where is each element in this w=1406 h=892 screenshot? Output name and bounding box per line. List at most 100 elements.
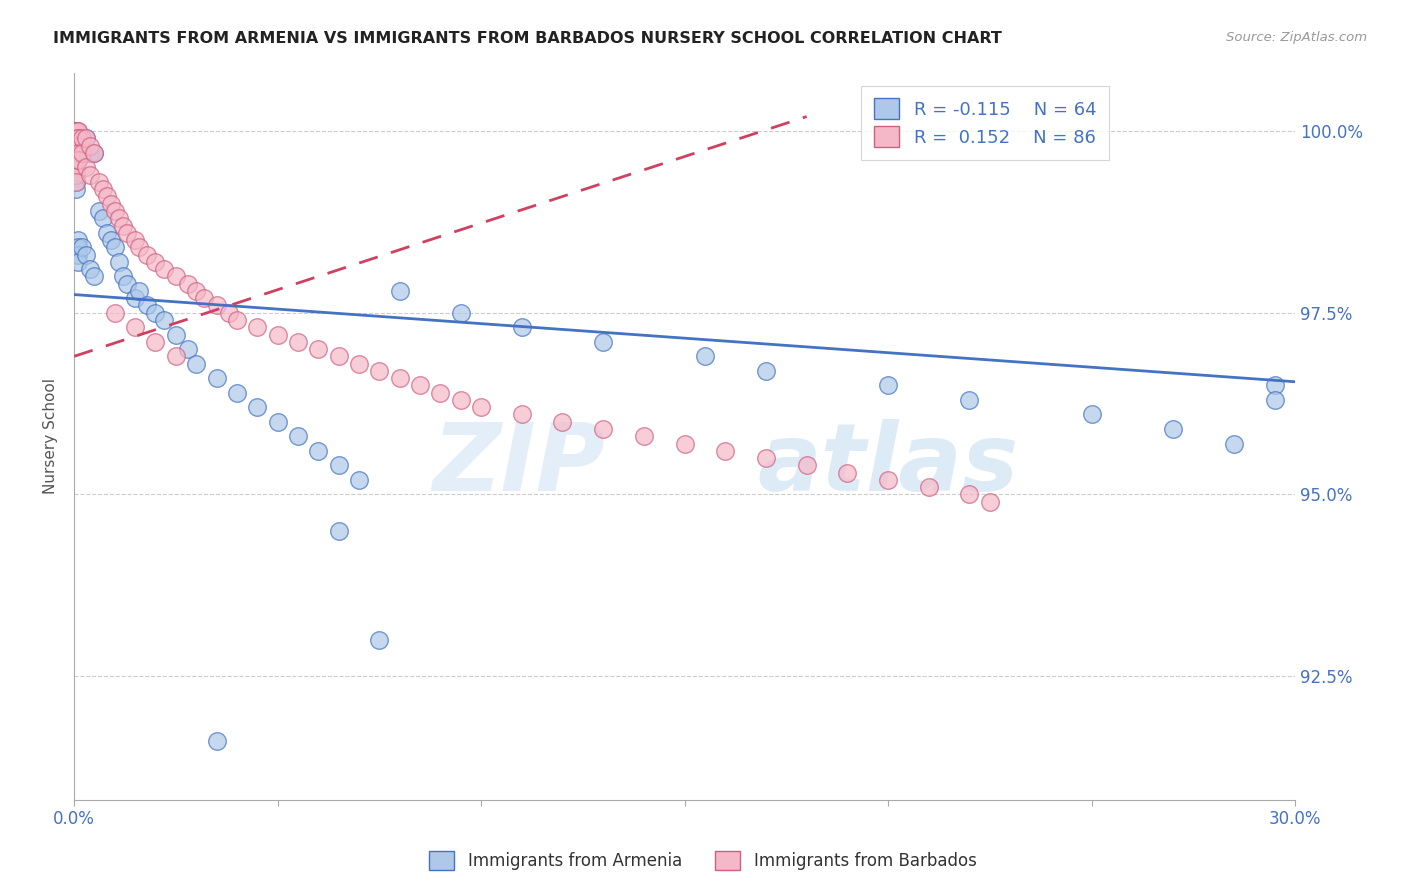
Point: [67, 124, 90, 138]
Point: [633, 429, 655, 443]
Legend: Immigrants from Armenia, Immigrants from Barbados: Immigrants from Armenia, Immigrants from…: [423, 844, 983, 877]
Point: [104, 204, 127, 219]
Point: [67, 153, 90, 168]
Point: [714, 443, 737, 458]
Point: [177, 342, 200, 356]
Point: [429, 385, 451, 400]
Point: [65, 161, 87, 175]
Point: [65, 153, 87, 168]
Point: [115, 226, 138, 240]
Point: [67, 138, 90, 153]
Point: [65, 124, 87, 138]
Point: [328, 349, 350, 363]
Point: [186, 284, 208, 298]
Point: [79, 145, 101, 160]
Point: [67, 138, 90, 153]
Point: [328, 458, 350, 473]
Point: [959, 487, 981, 501]
Point: [128, 240, 150, 254]
Point: [1264, 392, 1286, 407]
Point: [65, 138, 87, 153]
Point: [470, 400, 492, 414]
Point: [165, 349, 187, 363]
Point: [136, 298, 159, 312]
Point: [136, 247, 159, 261]
Point: [67, 131, 90, 145]
Point: [673, 436, 696, 450]
Point: [65, 131, 87, 145]
Point: [75, 131, 97, 145]
Point: [1161, 422, 1184, 436]
Point: [1080, 408, 1102, 422]
Point: [65, 131, 87, 145]
Point: [152, 313, 174, 327]
Point: [75, 131, 97, 145]
Point: [65, 131, 87, 145]
Point: [65, 131, 87, 145]
Point: [65, 124, 87, 138]
Point: [67, 131, 90, 145]
Point: [510, 408, 533, 422]
Point: [592, 422, 614, 436]
Text: Source: ZipAtlas.com: Source: ZipAtlas.com: [1226, 31, 1367, 45]
Point: [287, 429, 309, 443]
Point: [246, 320, 269, 334]
Point: [91, 211, 114, 226]
Point: [108, 211, 131, 226]
Point: [979, 494, 1001, 508]
Point: [388, 371, 411, 385]
Point: [409, 378, 432, 392]
Point: [67, 153, 90, 168]
Point: [111, 219, 134, 233]
Point: [1264, 378, 1286, 392]
Point: [67, 240, 90, 254]
Point: [218, 306, 240, 320]
Point: [67, 145, 90, 160]
Point: [205, 734, 228, 748]
Point: [124, 320, 146, 334]
Point: [755, 364, 778, 378]
Point: [65, 175, 87, 189]
Point: [70, 138, 93, 153]
Point: [959, 392, 981, 407]
Point: [510, 320, 533, 334]
Point: [225, 385, 247, 400]
Point: [145, 334, 167, 349]
Text: atlas: atlas: [758, 419, 1019, 511]
Point: [918, 480, 941, 494]
Point: [266, 415, 288, 429]
Point: [75, 247, 97, 261]
Point: [755, 451, 778, 466]
Point: [287, 334, 309, 349]
Point: [83, 145, 105, 160]
Point: [100, 196, 122, 211]
Point: [65, 161, 87, 175]
Point: [67, 145, 90, 160]
Point: [837, 466, 859, 480]
Point: [165, 327, 187, 342]
Point: [388, 284, 411, 298]
Point: [65, 138, 87, 153]
Point: [115, 277, 138, 291]
Point: [79, 138, 101, 153]
Point: [70, 131, 93, 145]
Point: [877, 473, 900, 487]
Point: [347, 473, 370, 487]
Point: [145, 306, 167, 320]
Point: [65, 138, 87, 153]
Point: [368, 632, 391, 647]
Point: [87, 204, 110, 219]
Point: [67, 145, 90, 160]
Point: [111, 269, 134, 284]
Point: [128, 284, 150, 298]
Point: [65, 124, 87, 138]
Point: [65, 161, 87, 175]
Point: [65, 168, 87, 182]
Point: [65, 145, 87, 160]
Text: ZIP: ZIP: [432, 419, 605, 511]
Point: [347, 357, 370, 371]
Point: [65, 182, 87, 196]
Text: IMMIGRANTS FROM ARMENIA VS IMMIGRANTS FROM BARBADOS NURSERY SCHOOL CORRELATION C: IMMIGRANTS FROM ARMENIA VS IMMIGRANTS FR…: [53, 31, 1002, 46]
Point: [307, 342, 329, 356]
Point: [551, 415, 574, 429]
